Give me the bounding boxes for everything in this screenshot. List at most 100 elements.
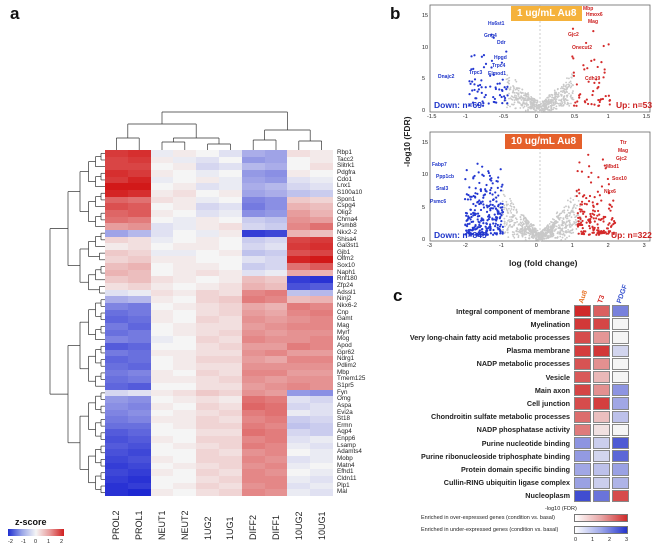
- volcano-point-ns: [564, 223, 567, 225]
- volcano-point-ns: [548, 109, 550, 111]
- volcano-point-up: [603, 71, 606, 74]
- enrichment-term-label: Vesicle: [545, 372, 570, 382]
- heatmap-cell: [219, 209, 243, 217]
- volcano-point-down: [498, 94, 502, 97]
- heatmap-cell: [310, 382, 334, 390]
- heatmap-cell: [150, 396, 174, 404]
- volcano-point-up: [584, 230, 587, 233]
- volcano-point-ns: [551, 223, 554, 226]
- heatmap-cell: [173, 303, 197, 311]
- volcano-point-down: [494, 222, 497, 225]
- volcano-point-up: [582, 212, 585, 215]
- heatmap-cell: [127, 236, 151, 244]
- heatmap-cell: [127, 476, 151, 484]
- heatmap-cell: [264, 323, 288, 331]
- heatmap-row-label: Efhd1: [337, 468, 354, 476]
- volcano-point-up: [604, 167, 607, 170]
- enrichment-term-label: Cell junction: [526, 398, 570, 408]
- heatmap-cell: [264, 376, 288, 384]
- volcano-point-ns: [523, 105, 526, 108]
- heatmap-cell: [264, 176, 288, 184]
- volcano-point-up: [572, 74, 576, 77]
- heatmap-cell: [127, 462, 151, 470]
- heatmap-cell: [196, 196, 220, 204]
- heatmap-row-label: Naph1: [337, 268, 356, 276]
- heatmap-cell: [219, 376, 243, 384]
- volcano-point-down: [473, 78, 477, 81]
- heatmap-cell: [105, 203, 129, 211]
- volcano-point-down: [484, 93, 487, 97]
- volcano-point-down: [464, 178, 467, 181]
- volcano-point-ns: [566, 86, 569, 89]
- heatmap-cell: [219, 150, 243, 158]
- volcano-point-ns: [508, 224, 511, 227]
- enrichment-term-label: Very long-chain fatty acid metabolic pro…: [409, 332, 570, 342]
- heatmap-cell: [105, 409, 129, 417]
- volcano-point-up: [595, 217, 598, 220]
- heatmap-cell: [241, 342, 265, 350]
- heatmap-cell: [219, 163, 243, 171]
- volcano-point-ns: [508, 92, 510, 95]
- volcano-point-down: [489, 74, 492, 77]
- heatmap-cell: [310, 276, 334, 284]
- volcano-y-tick: 0: [422, 108, 426, 114]
- volcano-point-up: [596, 209, 600, 213]
- heatmap-cell: [105, 336, 129, 344]
- volcano-point-down: [473, 88, 476, 92]
- heatmap-cell: [127, 323, 151, 331]
- heatmap-cell: [241, 163, 265, 171]
- volcano-point-down: [482, 203, 485, 206]
- volcano-point-down: [471, 220, 475, 223]
- volcano-point-down: [492, 228, 495, 232]
- volcano-point-down: [479, 202, 483, 205]
- volcano-point-down: [501, 202, 504, 206]
- heatmap-cell: [127, 243, 151, 251]
- volcano-point-down: [489, 209, 492, 212]
- volcano-point-down: [478, 202, 481, 206]
- volcano-point-up: [597, 226, 600, 230]
- heatmap-cell: [219, 349, 243, 357]
- volcano-point-ns: [522, 106, 525, 109]
- heatmap-cell: [219, 189, 243, 197]
- heatmap-cell: [150, 469, 174, 477]
- volcano-point-ns: [547, 98, 550, 101]
- heatmap-cell: [196, 236, 220, 244]
- volcano-point-up: [590, 216, 593, 219]
- heatmap-cell: [310, 189, 334, 197]
- heatmap-cell: [105, 229, 129, 237]
- volcano-point-down: [484, 225, 487, 228]
- heatmap-cell: [127, 183, 151, 191]
- volcano-point-down: [474, 196, 477, 199]
- heatmap-cell: [264, 150, 288, 158]
- volcano-point-ns: [514, 107, 517, 110]
- volcano-point-up: [596, 65, 599, 69]
- volcano-point-ns: [565, 205, 567, 208]
- volcano-point-ns: [555, 228, 557, 231]
- volcano-point-up: [607, 207, 611, 210]
- volcano-point-down: [496, 209, 499, 212]
- volcano-point-ns: [506, 231, 509, 234]
- heatmap-cell: [173, 482, 197, 490]
- volcano-point-ns: [505, 200, 508, 203]
- heatmap-cell: [287, 323, 311, 331]
- volcano-point-ns: [552, 232, 555, 235]
- volcano-point-down: [478, 229, 481, 232]
- volcano-point-down: [490, 66, 493, 69]
- volcano-point-down: [468, 93, 471, 96]
- volcano-point-ns: [545, 225, 548, 228]
- volcano-point-ns: [542, 100, 545, 103]
- volcano-point-ns: [563, 234, 566, 236]
- heatmap-cell: [150, 296, 174, 304]
- volcano-point-ns: [506, 74, 509, 77]
- volcano-point-ns: [552, 101, 555, 104]
- volcano-point-ns: [517, 89, 520, 92]
- volcano-point-up: [579, 93, 582, 96]
- volcano-point-down: [498, 227, 501, 231]
- heatmap-row-label: Mag: [337, 322, 350, 330]
- volcano-point-ns: [550, 220, 552, 223]
- volcano-point-ns: [530, 95, 533, 98]
- heatmap-cell: [241, 323, 265, 331]
- volcano-bottom-up-count: Up: n=322: [611, 230, 652, 240]
- volcano-point-ns: [521, 234, 524, 237]
